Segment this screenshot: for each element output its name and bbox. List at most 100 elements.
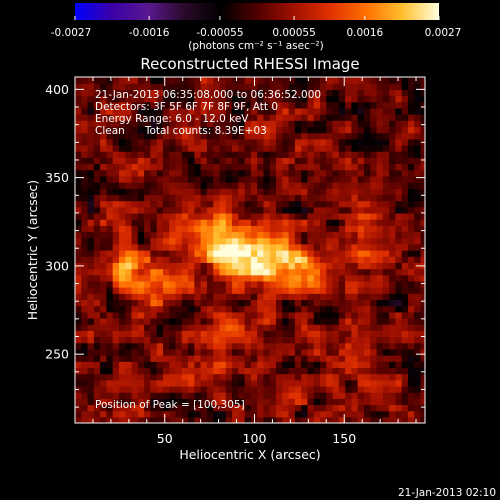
heatmap-cell [414, 83, 422, 90]
heatmap-cell [219, 182, 227, 189]
heatmap-cell [263, 163, 271, 171]
heatmap-cell [150, 182, 158, 189]
heatmap-cell [225, 101, 233, 109]
heatmap-cell [351, 151, 359, 158]
heatmap-cell [351, 410, 359, 418]
heatmap-cell [407, 256, 415, 263]
heatmap-cell [244, 77, 252, 84]
heatmap-cell [175, 262, 183, 270]
heatmap-cell [200, 101, 208, 109]
heatmap-cell [213, 243, 221, 251]
heatmap-cell [131, 404, 139, 412]
heatmap-cell [194, 280, 202, 288]
heatmap-cell [118, 120, 126, 128]
heatmap-cell [357, 237, 365, 245]
heatmap-cell [288, 385, 296, 393]
heatmap-cell [232, 342, 239, 350]
heatmap-cell [213, 107, 221, 115]
heatmap-cell [313, 299, 321, 307]
heatmap-cell [213, 77, 221, 84]
heatmap-cell [370, 385, 378, 393]
heatmap-cell [200, 305, 208, 313]
heatmap-cell [269, 305, 277, 313]
heatmap-cell [307, 342, 315, 350]
heatmap-cell [332, 287, 340, 294]
heatmap-cell [395, 231, 403, 239]
heatmap-cell [200, 392, 208, 399]
heatmap-cell [225, 132, 233, 140]
heatmap-cell [219, 151, 227, 158]
heatmap-cell [357, 342, 365, 350]
heatmap-cell [338, 250, 346, 257]
heatmap-cell [382, 144, 390, 152]
heatmap-cell [269, 169, 277, 177]
heatmap-cell [118, 274, 126, 282]
heatmap-cell [144, 206, 151, 214]
heatmap-cell [294, 163, 302, 171]
heatmap-cell [106, 287, 114, 294]
heatmap-cell [363, 77, 371, 84]
heatmap-cell [313, 114, 321, 121]
heatmap-cell [156, 287, 164, 294]
heatmap-cell [232, 212, 239, 220]
heatmap-cell [269, 287, 277, 294]
heatmap-cell [282, 212, 290, 220]
heatmap-cell [288, 107, 296, 115]
heatmap-cell [206, 392, 214, 399]
heatmap-cell [363, 188, 371, 195]
heatmap-cell [244, 398, 252, 406]
heatmap-cell [407, 410, 415, 418]
heatmap-cell [81, 336, 89, 344]
heatmap-cell [244, 83, 252, 90]
heatmap-cell [301, 89, 309, 97]
heatmap-cell [81, 311, 89, 319]
heatmap-cell [75, 163, 82, 171]
heatmap-cell [269, 398, 277, 406]
heatmap-cell [420, 392, 425, 399]
heatmap-cell [175, 237, 183, 245]
heatmap-cell [338, 342, 346, 350]
heatmap-cell [181, 231, 189, 239]
heatmap-cell [112, 243, 120, 251]
heatmap-cell [169, 243, 177, 251]
heatmap-cell [87, 348, 95, 356]
heatmap-cell [169, 250, 177, 257]
heatmap-cell [175, 280, 183, 288]
heatmap-cell [169, 385, 177, 393]
heatmap-cell [307, 256, 315, 263]
heatmap-cell [213, 163, 221, 171]
heatmap-cell [106, 361, 114, 368]
heatmap-cell [332, 151, 340, 158]
heatmap-cell [225, 83, 233, 90]
heatmap-cell [213, 287, 221, 294]
heatmap-cell [150, 243, 158, 251]
heatmap-cell [250, 342, 258, 350]
heatmap-cell [81, 250, 89, 257]
heatmap-cell [338, 293, 346, 301]
heatmap-cell [257, 126, 265, 134]
heatmap-cell [131, 305, 139, 313]
heatmap-cell [301, 200, 309, 208]
heatmap-cell [112, 250, 120, 257]
heatmap-cell [301, 385, 309, 393]
heatmap-cell [156, 367, 164, 375]
heatmap-cell [131, 262, 139, 270]
heatmap-cell [332, 262, 340, 270]
heatmap-cell [232, 188, 239, 195]
heatmap-cell [307, 262, 315, 270]
heatmap-cell [376, 287, 384, 294]
heatmap-cell [206, 77, 214, 84]
heatmap-cell [263, 144, 271, 152]
heatmap-cell [370, 107, 378, 115]
heatmap-cell [93, 367, 101, 375]
heatmap-cell [93, 268, 101, 276]
heatmap-cell [414, 237, 422, 245]
heatmap-cell [175, 256, 183, 263]
heatmap-cell [118, 348, 126, 356]
heatmap-cell [363, 120, 371, 128]
heatmap-cell [351, 144, 359, 152]
heatmap-cell [219, 256, 227, 263]
heatmap-cell [188, 219, 195, 226]
heatmap-cell [87, 138, 95, 146]
heatmap-cell [93, 212, 101, 220]
